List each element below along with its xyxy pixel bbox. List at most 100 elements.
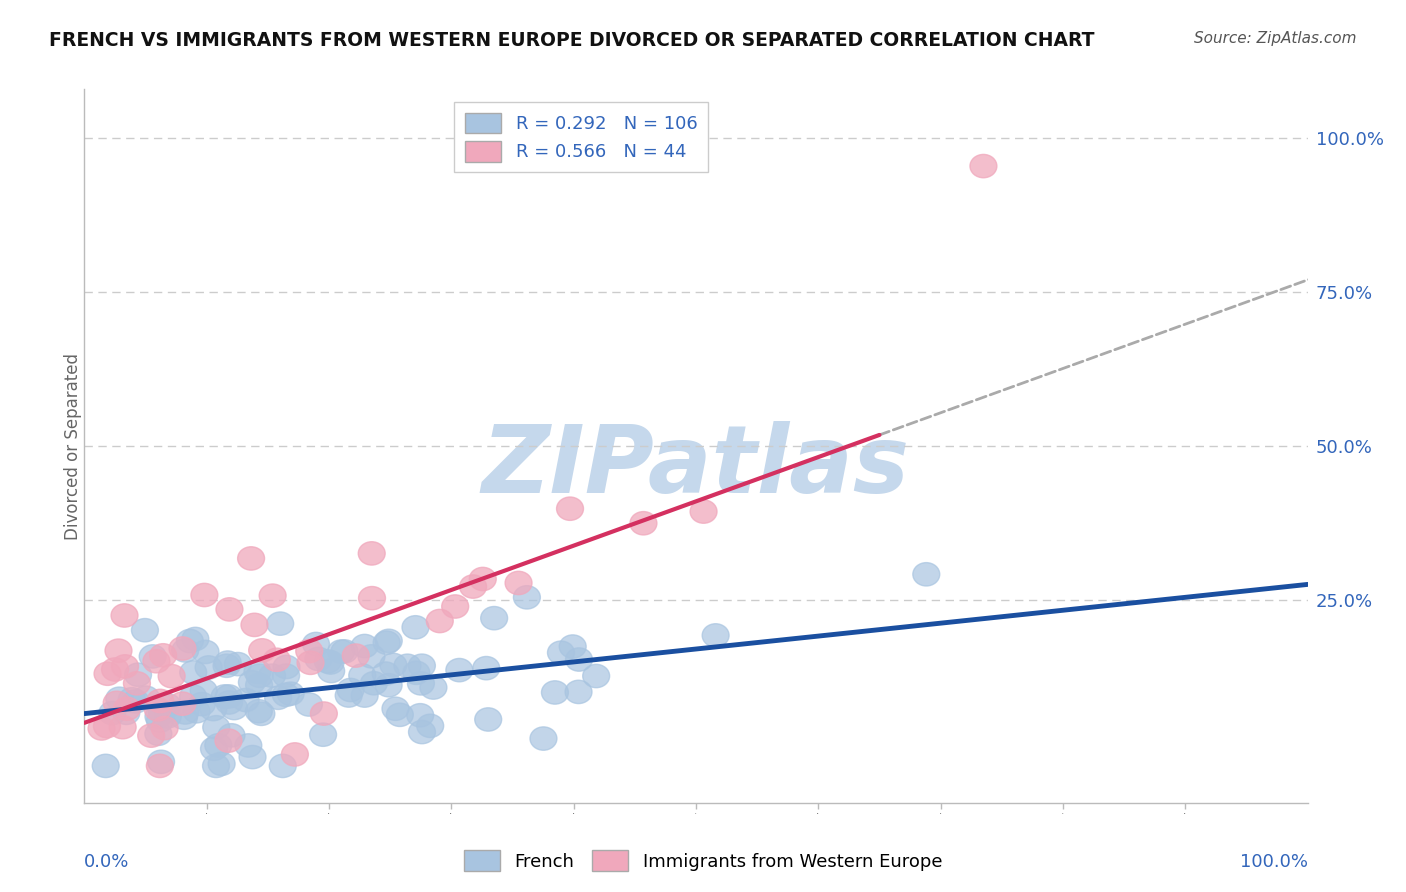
Ellipse shape <box>302 632 329 656</box>
Ellipse shape <box>191 583 218 607</box>
Ellipse shape <box>122 690 149 713</box>
Ellipse shape <box>481 607 508 630</box>
Ellipse shape <box>176 630 204 653</box>
Ellipse shape <box>394 654 420 677</box>
Ellipse shape <box>218 723 245 747</box>
Ellipse shape <box>273 683 299 706</box>
Ellipse shape <box>297 651 323 674</box>
Ellipse shape <box>359 541 385 566</box>
Ellipse shape <box>281 743 308 766</box>
Ellipse shape <box>188 692 215 715</box>
Ellipse shape <box>470 567 496 591</box>
Y-axis label: Divorced or Separated: Divorced or Separated <box>65 352 82 540</box>
Ellipse shape <box>246 664 273 688</box>
Ellipse shape <box>373 631 401 655</box>
Ellipse shape <box>155 694 181 717</box>
Ellipse shape <box>145 723 172 746</box>
Ellipse shape <box>541 681 568 704</box>
Ellipse shape <box>382 697 409 721</box>
Ellipse shape <box>111 604 138 627</box>
Ellipse shape <box>420 676 447 699</box>
Ellipse shape <box>349 664 375 687</box>
Ellipse shape <box>273 656 299 679</box>
Ellipse shape <box>505 571 531 595</box>
Ellipse shape <box>406 704 433 727</box>
Ellipse shape <box>93 755 120 778</box>
Ellipse shape <box>155 705 181 728</box>
Ellipse shape <box>318 651 344 674</box>
Ellipse shape <box>138 724 165 747</box>
Ellipse shape <box>183 699 209 723</box>
Ellipse shape <box>416 714 444 738</box>
Ellipse shape <box>110 715 136 739</box>
Ellipse shape <box>352 634 378 657</box>
Ellipse shape <box>263 648 290 672</box>
Ellipse shape <box>245 660 271 683</box>
Ellipse shape <box>215 685 242 708</box>
Ellipse shape <box>98 701 125 725</box>
Ellipse shape <box>169 637 195 660</box>
Ellipse shape <box>295 640 323 663</box>
Ellipse shape <box>201 737 228 761</box>
Ellipse shape <box>208 752 235 775</box>
Ellipse shape <box>513 586 540 609</box>
Ellipse shape <box>328 640 354 664</box>
Ellipse shape <box>139 645 166 668</box>
Ellipse shape <box>565 681 592 704</box>
Text: Source: ZipAtlas.com: Source: ZipAtlas.com <box>1194 31 1357 46</box>
Ellipse shape <box>273 664 299 688</box>
Ellipse shape <box>214 654 240 677</box>
Ellipse shape <box>149 700 176 723</box>
Ellipse shape <box>335 684 363 707</box>
Ellipse shape <box>238 547 264 570</box>
Ellipse shape <box>259 584 285 607</box>
Ellipse shape <box>159 665 186 688</box>
Ellipse shape <box>702 624 730 647</box>
Ellipse shape <box>267 612 294 635</box>
Ellipse shape <box>240 613 269 637</box>
Ellipse shape <box>352 684 378 707</box>
Ellipse shape <box>146 690 174 713</box>
Ellipse shape <box>172 701 198 724</box>
Ellipse shape <box>180 685 207 708</box>
Ellipse shape <box>103 691 131 714</box>
Ellipse shape <box>101 657 128 681</box>
Ellipse shape <box>114 697 141 721</box>
Ellipse shape <box>373 662 399 685</box>
Ellipse shape <box>409 721 436 744</box>
Ellipse shape <box>105 639 132 663</box>
Ellipse shape <box>145 698 172 721</box>
Ellipse shape <box>475 707 502 731</box>
Ellipse shape <box>118 688 145 711</box>
Ellipse shape <box>547 641 575 665</box>
Ellipse shape <box>111 655 138 678</box>
Ellipse shape <box>143 649 170 673</box>
Ellipse shape <box>259 664 285 688</box>
Ellipse shape <box>560 635 586 658</box>
Ellipse shape <box>146 755 173 778</box>
Ellipse shape <box>124 672 150 695</box>
Ellipse shape <box>249 639 276 662</box>
Ellipse shape <box>426 609 453 632</box>
Ellipse shape <box>264 686 291 709</box>
Ellipse shape <box>205 733 232 757</box>
Ellipse shape <box>245 699 273 723</box>
Ellipse shape <box>408 654 436 677</box>
Ellipse shape <box>193 640 219 664</box>
Ellipse shape <box>375 629 402 653</box>
Legend: French, Immigrants from Western Europe: French, Immigrants from Western Europe <box>457 843 949 879</box>
Ellipse shape <box>211 685 238 708</box>
Ellipse shape <box>181 627 209 650</box>
Ellipse shape <box>408 672 434 695</box>
Ellipse shape <box>132 618 159 642</box>
Ellipse shape <box>318 659 344 682</box>
Ellipse shape <box>215 690 243 714</box>
Ellipse shape <box>311 702 337 725</box>
Ellipse shape <box>360 672 388 695</box>
Ellipse shape <box>169 692 195 715</box>
Ellipse shape <box>630 512 657 535</box>
Ellipse shape <box>180 661 207 684</box>
Ellipse shape <box>105 687 132 710</box>
Ellipse shape <box>94 714 121 738</box>
Ellipse shape <box>225 652 252 676</box>
